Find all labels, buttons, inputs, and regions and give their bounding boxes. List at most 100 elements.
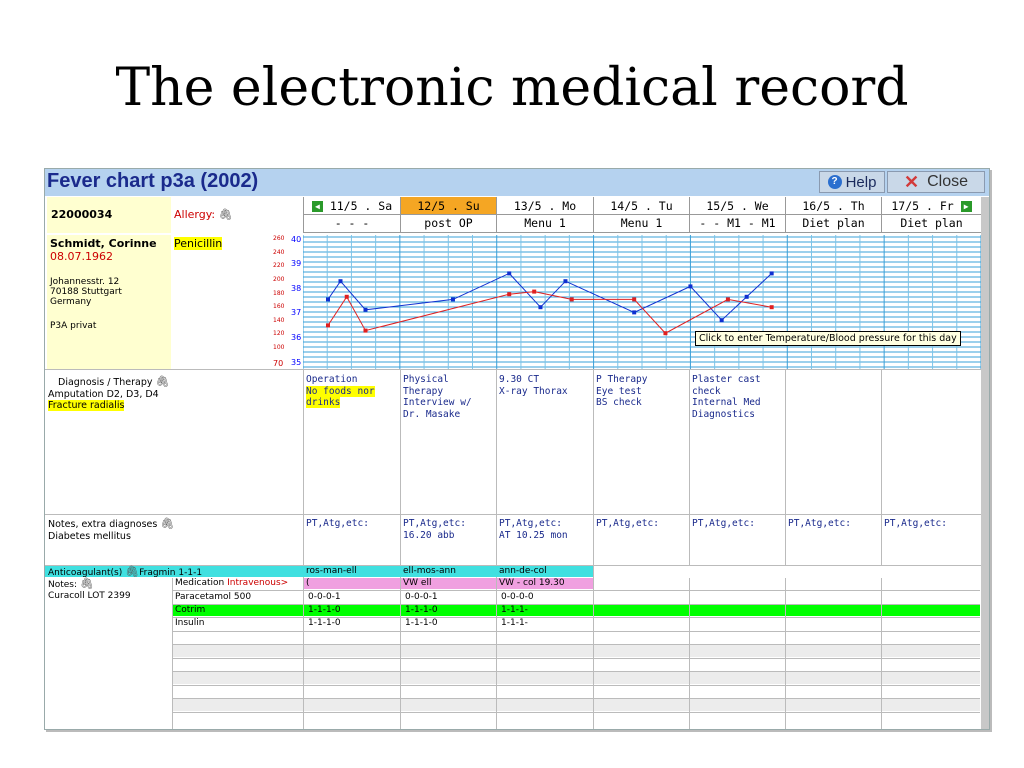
notes-day-cell[interactable]: PT,Atg,etc: [306,518,369,529]
notes-day-cell[interactable]: PT,Atg,etc: [884,518,947,529]
medication-name[interactable]: Paracetamol 500 [175,592,252,602]
temperature-point [769,271,774,276]
scrollbar[interactable] [981,197,989,729]
anticoagulant-day[interactable]: ann-de-col [499,566,547,576]
anticoagulant-row[interactable] [45,566,593,577]
close-label: Close [927,173,968,190]
therapy-cell[interactable]: Plaster cast check Internal Med Diagnost… [692,374,761,420]
bp-tick: 120 [273,330,285,337]
temperature-point [344,294,349,299]
med-header-day: VW ell [403,578,432,588]
medication-name[interactable]: Cotrim [175,605,206,615]
help-icon: ? [827,175,842,189]
temp-tick: 37 [291,308,302,317]
patient-name: Schmidt, Corinne [50,237,157,250]
patient-id: 22000034 [47,197,171,233]
notes-day-cell[interactable]: PT,Atg,etc: AT 10.25 mon [499,518,568,541]
medication-dose[interactable]: 1-1-1-0 [405,618,438,628]
day-column-header[interactable]: 16/5 . Th Diet plan [785,197,881,233]
insurance: P3A privat [50,321,97,331]
patient-dob: 08.07.1962 [50,250,113,263]
day-column-header[interactable]: 15/5 . We - - M1 - M1 [689,197,785,233]
temperature-point [363,328,368,333]
day-column-header[interactable]: 17/5 . Fr ▶ Diet plan [881,197,981,233]
therapy-cell[interactable]: Physical Therapy Interview w/ Dr. Masake [403,374,472,420]
bp-tick: 220 [273,262,285,269]
med-notes-label-text: Notes: [48,580,78,590]
diagnosis-line: Fracture radialis [48,400,125,411]
prev-arrow-icon[interactable]: ◀ [311,201,323,212]
paperclip-icon[interactable]: 🖇 [160,517,175,530]
day-sub: Menu 1 [524,216,566,230]
day-sub: Diet plan [802,216,865,230]
day-column-header[interactable]: 13/5 . Mo Menu 1 [496,197,593,233]
med-notes-label: Notes: 🖇 [45,578,94,591]
paperclip-icon[interactable]: 🖇 [218,208,233,221]
bp-tick: 70 [273,359,284,368]
help-button[interactable]: ? Help [819,171,885,193]
diagnosis-cell[interactable]: Diagnosis / Therapy 🖇 Amputation D2, D3,… [45,374,301,414]
notes-day-cell[interactable]: PT,Atg,etc: [692,518,755,529]
med-notes-value: Curacoll LOT 2399 [48,591,131,601]
medication-dose[interactable]: 0-0-0-0 [501,592,534,602]
bp-tick: 180 [273,290,285,297]
anticoagulant-day[interactable]: ell-mos-ann [403,566,456,576]
med-row-highlight [172,605,980,616]
bp-tick: 140 [273,317,285,324]
paperclip-icon[interactable]: 🖇 [79,577,94,590]
day-date: 12/5 . Su [401,197,496,215]
help-label: Help [845,173,877,191]
therapy-cell[interactable]: Operation No foods nor drinks [303,372,400,411]
day-date: 13/5 . Mo [497,197,593,215]
medication-header-text: Medication [175,578,225,588]
med-header-day: VW - col 19.30 [499,578,565,588]
patient-info: Schmidt, Corinne 08.07.1962 Johannesstr.… [47,235,171,369]
day-sub: Menu 1 [620,216,663,230]
allergy-label[interactable]: Allergy: 🖇 [172,197,302,233]
notes-day-cell[interactable]: PT,Atg,etc: 16.20 abb [403,518,466,541]
anticoagulant-day[interactable]: ros-man-ell [306,566,357,576]
medication-route[interactable]: Intravenous> [227,578,289,588]
medication-dose[interactable]: 1-1-1- [501,618,528,628]
close-button[interactable]: ✕ Close [887,171,985,193]
notes-cell[interactable]: Notes, extra diagnoses 🖇 Diabetes mellit… [45,516,301,544]
temperature-chart[interactable] [303,235,989,369]
iv-row-highlight [303,578,593,589]
temperature-point [769,305,774,310]
fever-chart-window: Fever chart p3a (2002) ? Help ✕ Close 2200… [44,168,990,730]
medication-dose[interactable]: 0-0-0-1 [308,592,341,602]
day-column-header[interactable]: ◀ 11/5 . Sa - - - [303,197,400,233]
address-line: Germany [50,297,92,307]
chart-tooltip: Click to enter Temperature/Blood pressur… [695,331,961,346]
temperature-point [325,297,330,302]
temperature-point [338,279,343,284]
medication-dose[interactable]: 0-0-0-1 [405,592,438,602]
chart-axis: 260 240 220 200 180 160 140 120 100 70 4… [273,235,303,369]
paperclip-icon[interactable]: 🖇 [125,565,140,578]
day-column-header[interactable]: 14/5 . Tu Menu 1 [593,197,689,233]
temp-tick: 38 [291,284,302,293]
temperature-point [538,305,543,310]
notes-day-cell[interactable]: PT,Atg,etc: [788,518,851,529]
therapy-cell[interactable]: 9.30 CT X-ray Thorax [499,374,568,397]
temperature-point [507,271,512,276]
therapy-line: Operation [306,374,358,385]
temperature-series-line [327,291,772,334]
next-arrow-icon[interactable]: ▶ [960,201,972,212]
temp-tick: 40 [291,235,302,244]
notes-day-cell[interactable]: PT,Atg,etc: [596,518,659,529]
day-date: 17/5 . Fr [891,199,954,213]
temp-tick: 36 [291,333,302,342]
medication-dose[interactable]: 1-1-1-0 [308,605,341,615]
day-column-header[interactable]: 12/5 . Su post OP [400,197,496,233]
medication-dose[interactable]: 1-1-1-0 [308,618,341,628]
temperature-point [744,294,749,299]
temperature-point [719,318,724,323]
medication-dose[interactable]: 1-1-1- [501,605,528,615]
paperclip-icon[interactable]: 🖇 [155,375,170,388]
therapy-cell[interactable]: P Therapy Eye test BS check [596,374,648,408]
bp-tick: 200 [273,276,285,283]
medication-name[interactable]: Insulin [175,618,205,628]
medication-dose[interactable]: 1-1-1-0 [405,605,438,615]
slide-title: The electronic medical record [115,58,909,118]
